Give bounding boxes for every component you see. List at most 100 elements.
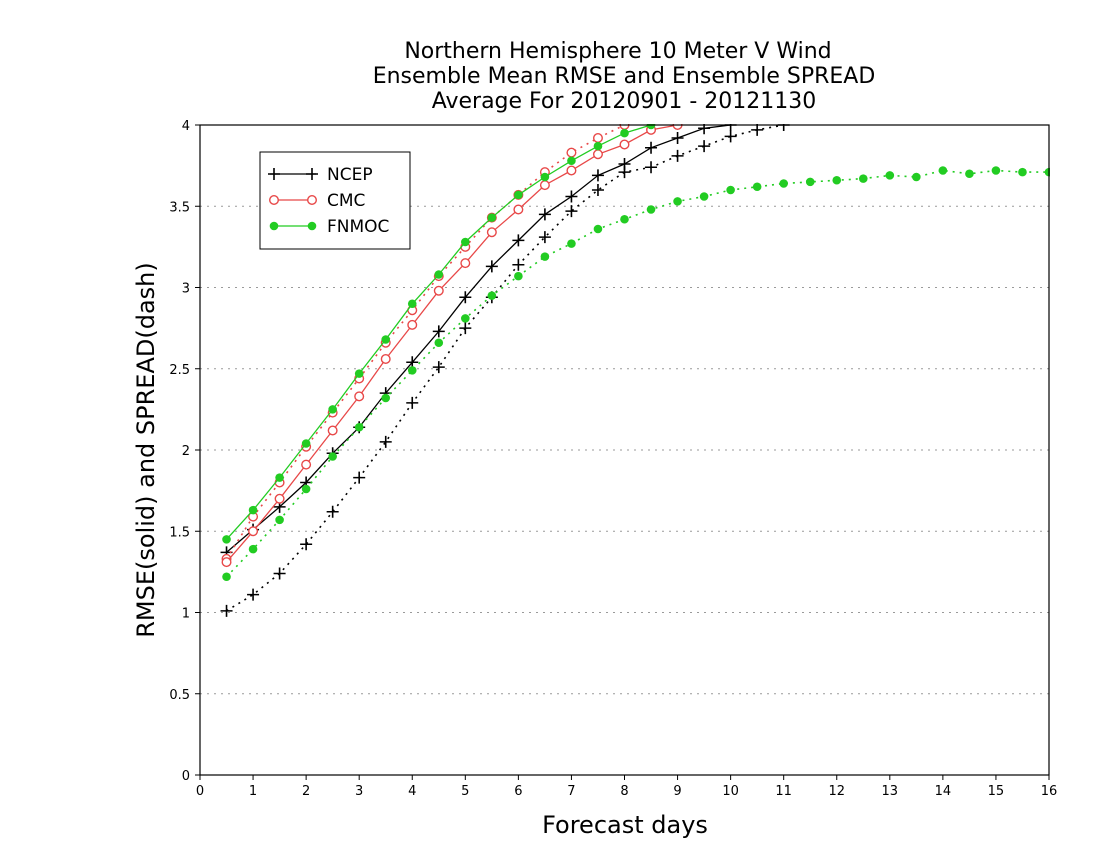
point-fnmoc-spread (514, 271, 523, 281)
point-fnmoc-spread (593, 224, 603, 234)
point-cmc-rmse (248, 526, 259, 537)
series-line-ncep-rmse (226, 124, 731, 553)
point-ncep-rmse (459, 291, 472, 304)
point-fnmoc-spread (752, 182, 762, 192)
point-fnmoc-spread (381, 393, 391, 403)
point-ncep-rmse (591, 169, 604, 182)
x-tick-label: 3 (355, 784, 363, 799)
point-ncep-rmse (538, 208, 551, 221)
point-fnmoc-spread (487, 291, 497, 300)
y-tick-label: 1.5 (169, 525, 190, 540)
axis-ticks: 00.511.522.533.540 1 2 3 4 5 6 7 8 9 10 11 12 13 14 15 1… (169, 119, 1057, 799)
point-ncep-spread (379, 435, 392, 448)
chart-title-line-3: Average For 20120901 - 20121130 (432, 89, 817, 114)
point-fnmoc-spread (567, 239, 576, 248)
point-fnmoc-rmse (407, 299, 417, 309)
x-tick-label: 1 (249, 784, 257, 799)
point-fnmoc-spread (301, 484, 311, 494)
point-fnmoc-rmse (354, 369, 364, 378)
point-ncep-spread (538, 231, 551, 244)
point-fnmoc-rmse (487, 213, 497, 222)
point-fnmoc-spread (726, 185, 735, 195)
legend-marker-fnmoc (269, 221, 279, 231)
point-cmc-rmse (539, 180, 550, 191)
point-cmc-rmse (380, 354, 391, 365)
point-fnmoc-rmse (514, 190, 523, 200)
legend-marker-fnmoc (307, 221, 317, 231)
point-cmc-rmse (513, 204, 524, 215)
point-fnmoc-spread (354, 422, 364, 432)
point-fnmoc-spread (832, 175, 842, 185)
point-cmc-rmse (619, 139, 630, 150)
point-fnmoc-rmse (620, 128, 629, 138)
y-tick-label: 3.5 (169, 200, 190, 215)
point-ncep-spread (353, 471, 366, 484)
point-ncep-spread (247, 588, 260, 601)
y-tick-label: 0 (182, 769, 190, 784)
point-ncep-rmse (645, 141, 658, 154)
point-fnmoc-spread (965, 169, 974, 179)
y-tick-label: 2.5 (169, 363, 190, 378)
legend-label-ncep: NCEP (327, 165, 373, 185)
x-tick-label: 4 (408, 784, 416, 799)
point-fnmoc-spread (779, 179, 788, 188)
y-tick-label: 3 (182, 282, 190, 297)
point-ncep-spread (751, 124, 764, 136)
point-ncep-spread (698, 140, 711, 153)
legend-label-fnmoc: FNMOC (327, 217, 389, 237)
x-axis-title: Forecast days (542, 811, 708, 839)
point-fnmoc-rmse (275, 473, 284, 482)
x-tick-label: 9 (673, 784, 681, 799)
chart-title-line-1: Northern Hemisphere 10 Meter V Wind (404, 39, 831, 64)
point-fnmoc-spread (248, 544, 258, 554)
point-fnmoc-rmse (381, 335, 391, 344)
point-fnmoc-rmse (248, 505, 258, 515)
point-fnmoc-rmse (328, 405, 337, 414)
y-axis-title: RMSE(solid) and SPREAD(dash) (132, 262, 160, 638)
point-ncep-spread (724, 130, 737, 143)
series-line-cmc-spread (225, 124, 625, 560)
x-tick-label: 13 (882, 784, 899, 799)
x-tick-label: 8 (620, 784, 628, 799)
point-fnmoc-rmse (540, 172, 550, 182)
point-fnmoc-spread (646, 205, 656, 214)
point-ncep-spread (432, 361, 445, 374)
point-fnmoc-spread (407, 366, 417, 375)
point-ncep-spread (406, 396, 419, 409)
point-ncep-spread (300, 538, 313, 551)
point-fnmoc-rmse (567, 156, 576, 166)
point-fnmoc-spread (275, 515, 284, 525)
point-fnmoc-spread (805, 177, 815, 187)
point-ncep-rmse (618, 158, 631, 170)
point-fnmoc-spread (699, 192, 709, 201)
point-fnmoc-spread (540, 252, 550, 261)
point-fnmoc-rmse (461, 237, 470, 247)
point-ncep-rmse (432, 325, 445, 338)
point-ncep-rmse (485, 260, 498, 273)
point-fnmoc-rmse (301, 439, 311, 448)
x-tick-label: 2 (302, 784, 310, 799)
point-cmc-rmse (486, 227, 497, 238)
point-fnmoc-spread (938, 166, 948, 175)
point-fnmoc-rmse (434, 270, 444, 279)
point-fnmoc-spread (222, 572, 231, 582)
y-tick-label: 4 (182, 119, 190, 134)
legend: NCEP CMC FNMOC (259, 151, 411, 250)
point-cmc-rmse (460, 258, 471, 269)
point-cmc-rmse (274, 493, 285, 504)
series-group (220, 124, 1050, 617)
legend-marker-ncep (306, 168, 318, 180)
gridlines (200, 205, 1049, 695)
series-line-ncep-spread (226, 124, 784, 612)
point-fnmoc-rmse (222, 535, 231, 544)
point-cmc-rmse (221, 557, 232, 568)
point-fnmoc-rmse (593, 141, 603, 151)
x-tick-label: 12 (828, 784, 845, 799)
point-ncep-spread (459, 322, 472, 335)
point-fnmoc-spread (912, 172, 921, 182)
legend-marker-ncep (268, 168, 280, 180)
x-tick-label: 6 (514, 784, 522, 799)
y-tick-label: 1 (182, 607, 190, 622)
point-fnmoc-spread (673, 197, 682, 206)
